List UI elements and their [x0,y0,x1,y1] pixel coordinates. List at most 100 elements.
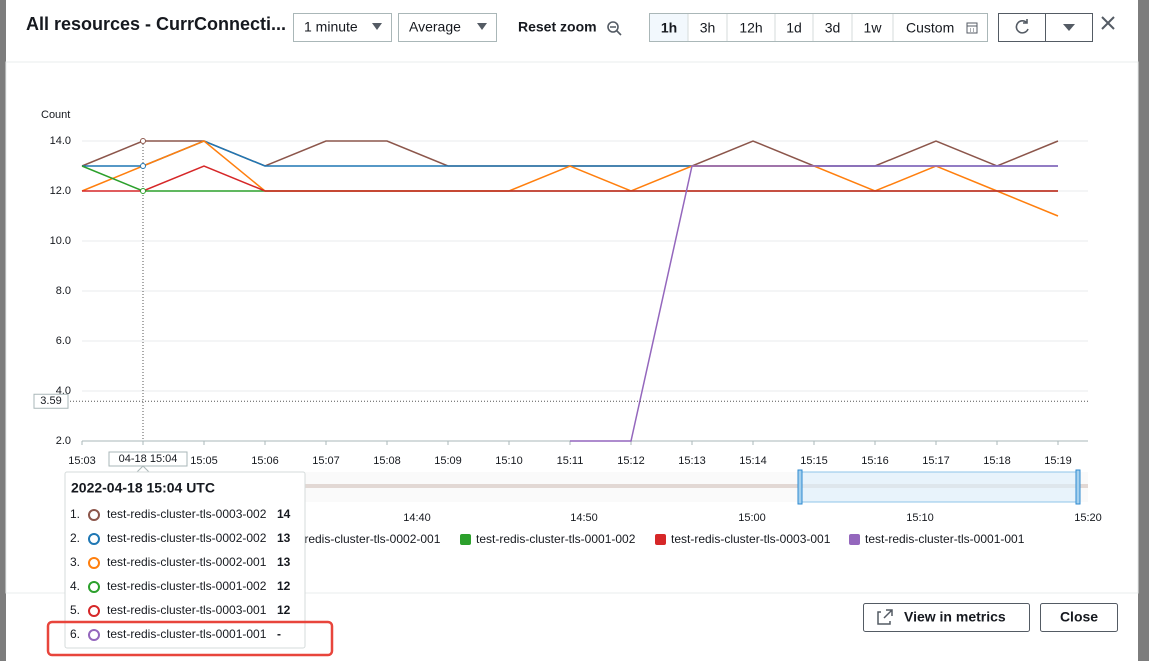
x-tick-label: 15:15 [800,455,828,467]
range-option[interactable]: 3h [700,20,716,36]
tooltip-marker [88,605,100,617]
crosshair-y-label: 3.59 [40,395,61,407]
hover-point [140,163,146,169]
x-tick-label: 15:06 [251,455,279,467]
view-in-metrics-button[interactable] [863,603,1030,632]
y-tick-label: 14.0 [50,135,71,147]
navigator-tick: 14:40 [403,512,431,524]
x-tick-label: 15:08 [373,455,401,467]
y-tick-label: 12.0 [50,185,71,197]
tooltip-rank: 3. [70,555,80,569]
x-tick-label: 15:10 [495,455,523,467]
series-line [82,165,1058,192]
hover-point [140,138,146,144]
period-value[interactable]: 1 minute [304,19,358,35]
y-tick-label: 8.0 [56,285,71,297]
legend-label[interactable]: test-redis-cluster-tls-0003-001 [671,532,831,546]
tooltip-value: - [277,627,281,641]
range-option[interactable]: 1w [864,20,883,36]
close-button[interactable] [1040,603,1118,632]
x-tick-label: 15:05 [190,455,218,467]
tooltip-name: test-redis-cluster-tls-0002-001 [107,555,267,569]
caret [372,23,382,30]
x-tick-label: 15:11 [557,455,584,467]
range-option[interactable]: 3d [825,20,841,36]
range-group [649,13,988,42]
tooltip [64,471,306,649]
navigator-tick: 15:10 [906,512,934,524]
tooltip-marker [88,533,100,545]
caret [1063,24,1075,31]
tooltip-value: 12 [277,579,291,593]
tooltip-marker [88,557,100,569]
navigator-tick: 15:20 [1074,512,1102,524]
hover-x-label: 04-18 15:04 [119,453,178,465]
tooltip-marker [88,629,100,641]
y-axis-label: Count [41,109,70,121]
refresh-button[interactable] [998,13,1046,42]
modal-title: All resources - CurrConnecti... [26,14,286,34]
range-option[interactable]: 1d [786,20,802,36]
caret [477,23,487,30]
range-option[interactable]: 1h [661,20,677,36]
legend-label[interactable]: test-redis-cluster-tls-0002-001 [281,532,441,546]
refresh-icon [1015,19,1029,34]
tooltip-name: test-redis-cluster-tls-0001-001 [107,627,267,641]
range-option[interactable]: 12h [739,20,762,36]
tooltip-rank: 1. [70,507,80,521]
series-line [81,140,1059,217]
navigator-handle[interactable] [797,469,803,505]
crosshair-y-box [33,393,69,409]
x-tick-label: 15:09 [434,455,462,467]
x-tick-label: 15:03 [68,455,96,467]
external-icon [877,609,893,625]
highlight-box [46,620,334,657]
y-tick-label: 6.0 [56,335,71,347]
tooltip-rank: 4. [70,579,80,593]
tooltip-marker [88,509,100,521]
tooltip-value: 13 [277,555,291,569]
tooltip-value: 13 [277,531,291,545]
navigator-tick: 14:50 [570,512,598,524]
x-tick-label: 15:14 [739,455,767,467]
legend-swatch [849,534,860,545]
x-tick-label: 15:19 [1044,455,1072,467]
hover-x-box [108,451,188,467]
tooltip-rank: 6. [70,627,80,641]
close-label[interactable]: Close [1060,609,1098,625]
x-tick-label: 15:13 [678,455,706,467]
tooltip-marker [88,581,100,593]
tooltip-name: test-redis-cluster-tls-0003-001 [107,603,267,617]
legend-label[interactable]: test-redis-cluster-tls-0001-002 [476,532,636,546]
navigator-selection[interactable] [799,471,1081,503]
statistic-value[interactable]: Average [409,19,461,35]
statistic-select[interactable] [398,13,497,42]
tooltip-value: 14 [277,507,291,521]
tooltip-rank: 5. [70,603,80,617]
zoom-icon [607,21,622,36]
reset-zoom[interactable]: Reset zoom [518,19,597,35]
x-tick-label: 15:18 [983,455,1011,467]
legend-swatch [655,534,666,545]
x-tick-label: 15:12 [617,455,645,467]
view-in-metrics[interactable]: View in metrics [904,609,1006,625]
tooltip-name: test-redis-cluster-tls-0002-002 [107,531,267,545]
hover-point [140,188,146,194]
navigator-tick: 15:00 [738,512,766,524]
close-icon[interactable] [1101,16,1115,30]
calendar-icon [966,22,978,34]
tooltip-title: 2022-04-18 15:04 UTC [71,480,215,496]
y-tick-label: 2.0 [56,435,71,447]
y-tick-label: 10.0 [50,235,71,247]
x-tick-label: 15:17 [922,455,950,467]
period-select[interactable] [293,13,392,42]
legend-swatch [460,534,471,545]
x-tick-label: 15:07 [312,455,340,467]
x-tick-label: 15:16 [861,455,889,467]
tooltip-value: 12 [277,603,291,617]
tooltip-rank: 2. [70,531,80,545]
legend-label[interactable]: test-redis-cluster-tls-0001-001 [865,532,1025,546]
range-option[interactable]: Custom [906,20,954,36]
navigator-handle[interactable] [1075,469,1081,505]
